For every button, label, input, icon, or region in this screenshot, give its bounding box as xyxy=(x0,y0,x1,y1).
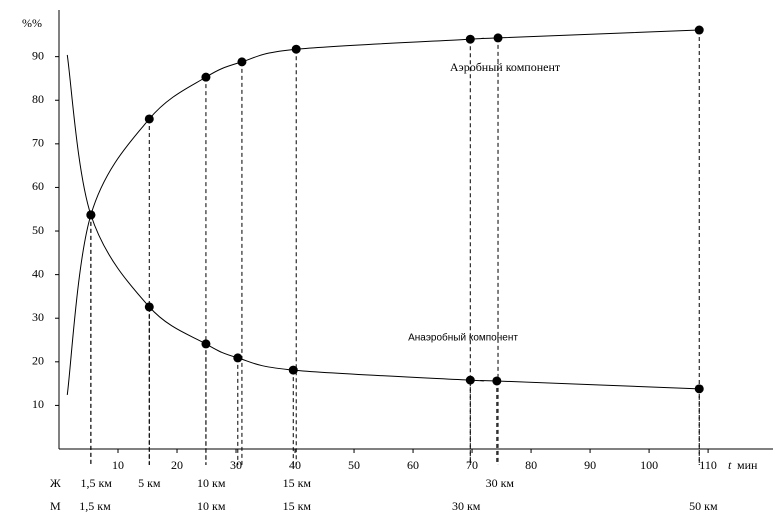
y-tick-label: 30 xyxy=(32,310,44,324)
y-axis-label: %% xyxy=(22,16,42,30)
y-tick-label: 60 xyxy=(32,179,44,193)
point xyxy=(144,114,154,124)
y-tick-label: 40 xyxy=(32,266,44,280)
x-tick-label: 30 xyxy=(230,458,242,472)
x-axis-var: t xyxy=(728,458,732,472)
distance-label: 30 км xyxy=(452,499,481,513)
distance-label: 50 км xyxy=(689,499,718,513)
curve xyxy=(66,29,700,396)
point xyxy=(493,33,503,43)
x-tick-label: 10 xyxy=(112,458,124,472)
distance-label: 10 км xyxy=(197,476,226,490)
annotation: Аэробный компонент xyxy=(450,60,561,74)
point xyxy=(233,353,243,363)
point xyxy=(291,44,301,54)
point xyxy=(201,72,211,82)
x-tick-label: 50 xyxy=(348,458,360,472)
y-tick-label: 70 xyxy=(32,136,44,150)
x-tick-label: 70 xyxy=(466,458,478,472)
curve xyxy=(66,54,700,390)
point xyxy=(694,25,704,35)
row-label: Ж xyxy=(50,476,61,490)
x-tick-label: 110 xyxy=(699,458,717,472)
distance-label: 15 км xyxy=(283,499,312,513)
x-tick-label: 90 xyxy=(584,458,596,472)
point xyxy=(288,365,298,375)
distance-label: 15 км xyxy=(283,476,312,490)
point xyxy=(86,210,96,220)
x-tick-label: 60 xyxy=(407,458,419,472)
y-tick-label: 20 xyxy=(32,354,44,368)
point xyxy=(237,57,247,67)
point xyxy=(465,375,475,385)
row-label: М xyxy=(50,499,61,513)
point xyxy=(144,302,154,312)
x-tick-label: 40 xyxy=(289,458,301,472)
y-tick-label: 50 xyxy=(32,223,44,237)
x-axis-label: мин xyxy=(737,458,758,472)
point xyxy=(465,34,475,44)
distance-label: 10 км xyxy=(197,499,226,513)
distance-label: 30 км xyxy=(486,476,515,490)
y-tick-label: 90 xyxy=(32,48,44,62)
distance-label: 5 км xyxy=(138,476,161,490)
annotation: Анаэробный компонент xyxy=(408,332,518,344)
x-tick-label: 80 xyxy=(525,458,537,472)
y-tick-label: 80 xyxy=(32,92,44,106)
point xyxy=(492,376,502,386)
x-tick-label: 100 xyxy=(640,458,658,472)
point xyxy=(694,384,704,394)
distance-label: 1,5 км xyxy=(80,476,112,490)
point xyxy=(201,339,211,349)
x-tick-label: 20 xyxy=(171,458,183,472)
y-tick-label: 10 xyxy=(32,397,44,411)
distance-label: 1,5 км xyxy=(79,499,111,513)
